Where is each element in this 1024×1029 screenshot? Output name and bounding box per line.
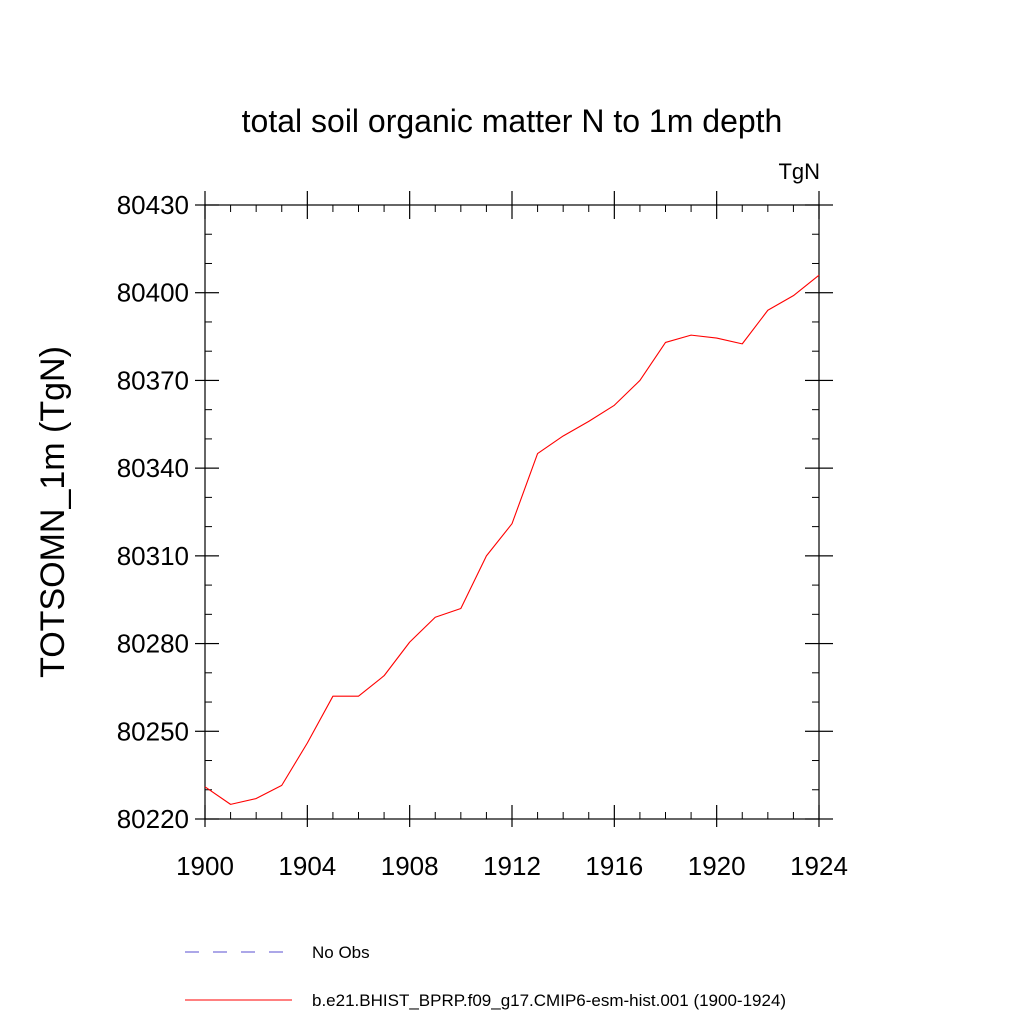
legend-label-0: No Obs: [312, 943, 370, 962]
x-tick-label: 1908: [381, 851, 439, 881]
y-tick-label: 80430: [117, 190, 189, 220]
y-tick-label: 80340: [117, 453, 189, 483]
y-tick-label: 80370: [117, 365, 189, 395]
y-tick-label: 80280: [117, 629, 189, 659]
chart-title: total soil organic matter N to 1m depth: [242, 103, 783, 139]
y-axis-label: TOTSOMN_1m (TgN): [34, 346, 72, 678]
x-tick-label: 1916: [585, 851, 643, 881]
y-tick-label: 80250: [117, 716, 189, 746]
x-tick-label: 1900: [176, 851, 234, 881]
y-tick-label: 80220: [117, 804, 189, 834]
legend-label-1: b.e21.BHIST_BPRP.f09_g17.CMIP6-esm-hist.…: [312, 991, 786, 1010]
y-tick-label: 80310: [117, 541, 189, 571]
units-label: TgN: [778, 159, 820, 184]
x-tick-label: 1920: [688, 851, 746, 881]
x-tick-label: 1924: [790, 851, 848, 881]
x-tick-label: 1904: [278, 851, 336, 881]
x-tick-label: 1912: [483, 851, 541, 881]
plot-frame: [205, 205, 819, 819]
y-tick-label: 80400: [117, 278, 189, 308]
series-line-0: [205, 275, 819, 804]
